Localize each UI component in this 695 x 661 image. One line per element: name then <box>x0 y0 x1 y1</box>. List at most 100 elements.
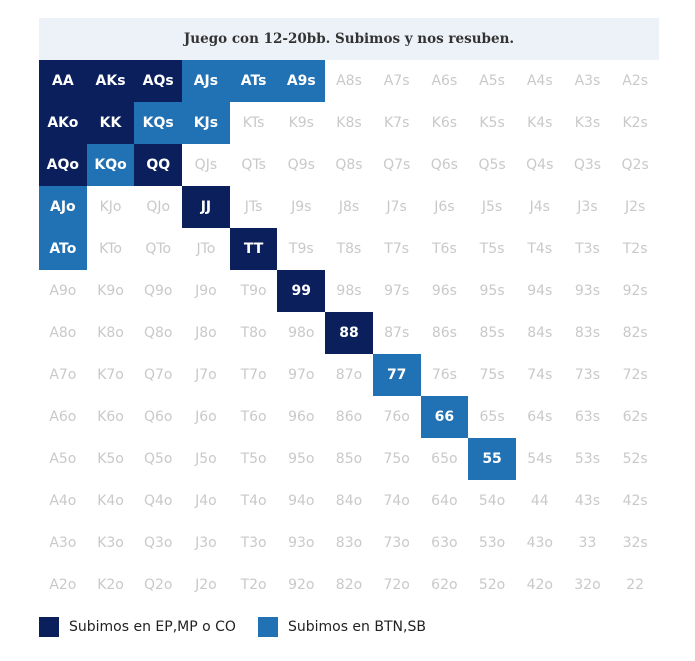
hand-cell: 33 <box>578 535 597 551</box>
hand-cell: A6s <box>431 73 458 89</box>
hand-cell: KJo <box>99 199 122 215</box>
hand-cell: K3o <box>97 535 124 551</box>
hand-cell: 84o <box>335 493 363 509</box>
hand-cell: ATs <box>229 60 278 102</box>
hand-cell: AQs <box>134 60 183 102</box>
hand-cell: J9s <box>291 199 312 215</box>
hand-cell: A2o <box>49 577 77 593</box>
hand-cell: A2s <box>622 73 649 89</box>
hand-cell: 83o <box>335 535 363 551</box>
hand-cell: 72o <box>383 577 410 593</box>
hand-cell: T9s <box>288 241 314 257</box>
hand-cell: 97s <box>384 283 410 299</box>
hand-cell: 52o <box>478 577 506 593</box>
hand-cell: K9s <box>288 115 314 131</box>
hand-cell: J6s <box>434 199 455 215</box>
hand-cell: 84s <box>527 325 553 341</box>
hand-cell: AJs <box>182 60 230 102</box>
hand-cell: 63o <box>431 535 458 551</box>
hand-cell: 98s <box>336 283 362 299</box>
hand-cell: 96o <box>288 409 315 425</box>
hand-cell: AKo <box>39 102 87 144</box>
hand-cell: A8s <box>336 73 362 89</box>
hand-cell: K3s <box>574 115 601 131</box>
hand-cell: 43s <box>574 493 600 509</box>
hand-cell: J9o <box>195 283 217 299</box>
hand-cell: QTo <box>145 241 172 257</box>
hand-cell: 74o <box>383 493 410 509</box>
hand-cell: 85o <box>335 451 363 467</box>
hand-cell: 42o <box>526 577 553 593</box>
hand-cell: ATo <box>39 228 87 270</box>
hand-cell: A7o <box>49 367 77 383</box>
hand-cell: K9o <box>97 283 124 299</box>
hand-cell: A7s <box>383 73 410 89</box>
hand-cell: 53o <box>478 535 506 551</box>
hand-cell: Q8o <box>143 325 173 341</box>
hand-cell: AA <box>39 60 87 102</box>
hand-cell: K4s <box>527 115 553 131</box>
hand-cell: J8s <box>338 199 360 215</box>
hand-cell: QJs <box>194 157 218 173</box>
hand-cell: 93o <box>288 535 315 551</box>
hand-cell: Q7o <box>143 367 173 383</box>
hand-cell: J5o <box>195 451 217 467</box>
hand-cell: JTs <box>244 199 263 215</box>
hand-cell: 66 <box>420 396 469 438</box>
hand-cell: KQs <box>134 102 183 144</box>
hand-cell: A4o <box>49 493 77 509</box>
hand-cell: J8o <box>195 325 217 341</box>
hand-cell: 54o <box>478 493 506 509</box>
hand-cell: JTo <box>196 241 216 257</box>
hand-cell: A3s <box>574 73 601 89</box>
hand-cell: 87s <box>384 325 410 341</box>
hand-cell: K8o <box>97 325 124 341</box>
hand-cell: KTo <box>99 241 122 257</box>
hand-cell: 82s <box>622 325 648 341</box>
hand-cell: A4s <box>526 73 553 89</box>
hand-cell: 86s <box>431 325 457 341</box>
hand-cell: Q9s <box>287 157 315 173</box>
hand-cell: 82o <box>335 577 363 593</box>
hand-cell: T5s <box>479 241 505 257</box>
hand-cell: T7s <box>384 241 410 257</box>
hand-cell: A8o <box>49 325 77 341</box>
hand-cell: K2s <box>622 115 648 131</box>
hand-cell: K5o <box>97 451 124 467</box>
legend: Subimos en EP,MP o CO Subimos en BTN,SB <box>39 616 448 638</box>
hand-cell: K8s <box>336 115 362 131</box>
hand-cell: 76s <box>431 367 457 383</box>
hand-cell: J2o <box>195 577 217 593</box>
hand-cell: 65s <box>479 409 505 425</box>
hand-cell: A5s <box>479 73 505 89</box>
hand-cell: 73o <box>383 535 410 551</box>
legend-swatch <box>257 617 278 637</box>
hand-cell: Q5o <box>143 451 173 467</box>
hand-cell: 92s <box>622 283 648 299</box>
hand-cell: 76o <box>383 409 410 425</box>
hand-cell: 53s <box>574 451 600 467</box>
hand-cell: Q6o <box>143 409 173 425</box>
hand-cell: K7s <box>383 115 410 131</box>
hand-cell: 63s <box>574 409 600 425</box>
hand-cell: 99 <box>277 270 326 312</box>
hand-cell: AQo <box>39 144 87 186</box>
hand-cell: QJo <box>146 199 171 215</box>
hand-cell: J4s <box>529 199 550 215</box>
hand-cell: Q4s <box>526 157 554 173</box>
hand-cell: KQo <box>86 144 135 186</box>
legend-label: Subimos en EP,MP o CO <box>69 619 236 635</box>
hand-cell: KTs <box>242 115 265 131</box>
hand-cell: 74s <box>527 367 553 383</box>
hand-cell: 73s <box>574 367 600 383</box>
hand-cell: Q2o <box>143 577 173 593</box>
hand-cell: 98o <box>288 325 315 341</box>
hand-cell: Q4o <box>143 493 173 509</box>
hand-cell: 64o <box>431 493 458 509</box>
hand-cell: 52s <box>622 451 648 467</box>
hand-cell: J4o <box>195 493 217 509</box>
hand-cell: 83s <box>574 325 600 341</box>
hand-cell: T5o <box>240 451 267 467</box>
chart-title: Juego con 12-20bb. Subimos y nos resuben… <box>39 18 659 60</box>
hand-cell: T4o <box>240 493 267 509</box>
